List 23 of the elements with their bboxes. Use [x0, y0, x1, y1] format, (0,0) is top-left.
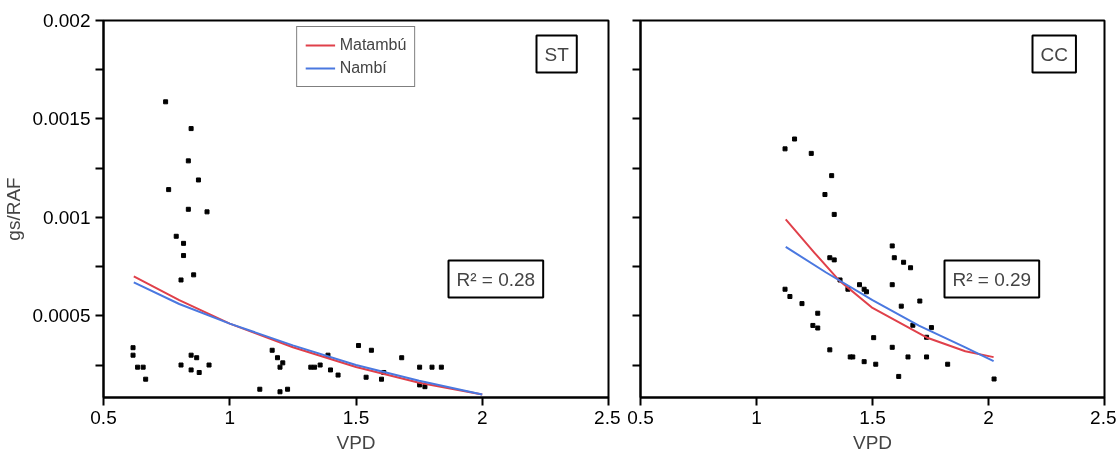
x-tick-label: 1 — [224, 406, 236, 428]
x-tick-label: 1.5 — [859, 406, 886, 428]
y-tick-label: 0.0015 — [32, 108, 91, 130]
x-tick-label: 2.5 — [1090, 406, 1117, 428]
x-axis-title: VPD — [852, 431, 893, 453]
legend-label: Matambú — [339, 36, 407, 54]
y-axis-title: gs/RAF — [3, 177, 25, 241]
y-tick-label: 0.0005 — [32, 305, 91, 327]
x-tick-label: 1.5 — [342, 406, 370, 428]
x-axis-title: VPD — [336, 431, 376, 453]
x-tick-label: 2.5 — [594, 406, 621, 428]
x-tick-label: 0.5 — [90, 406, 117, 428]
legend-label: Nambí — [339, 59, 387, 77]
annotation: CC — [1040, 43, 1068, 65]
annotation: R² = 0.28 — [456, 268, 536, 290]
x-tick-label: 2 — [983, 406, 994, 428]
annotation: R² = 0.29 — [952, 268, 1032, 290]
annotation: ST — [544, 43, 570, 65]
x-tick-label: 2 — [476, 406, 488, 428]
y-tick-label: 0.001 — [42, 206, 91, 228]
x-tick-label: 0.5 — [627, 406, 654, 428]
x-tick-label: 1 — [751, 406, 762, 428]
y-tick-label: 0.002 — [42, 10, 91, 31]
